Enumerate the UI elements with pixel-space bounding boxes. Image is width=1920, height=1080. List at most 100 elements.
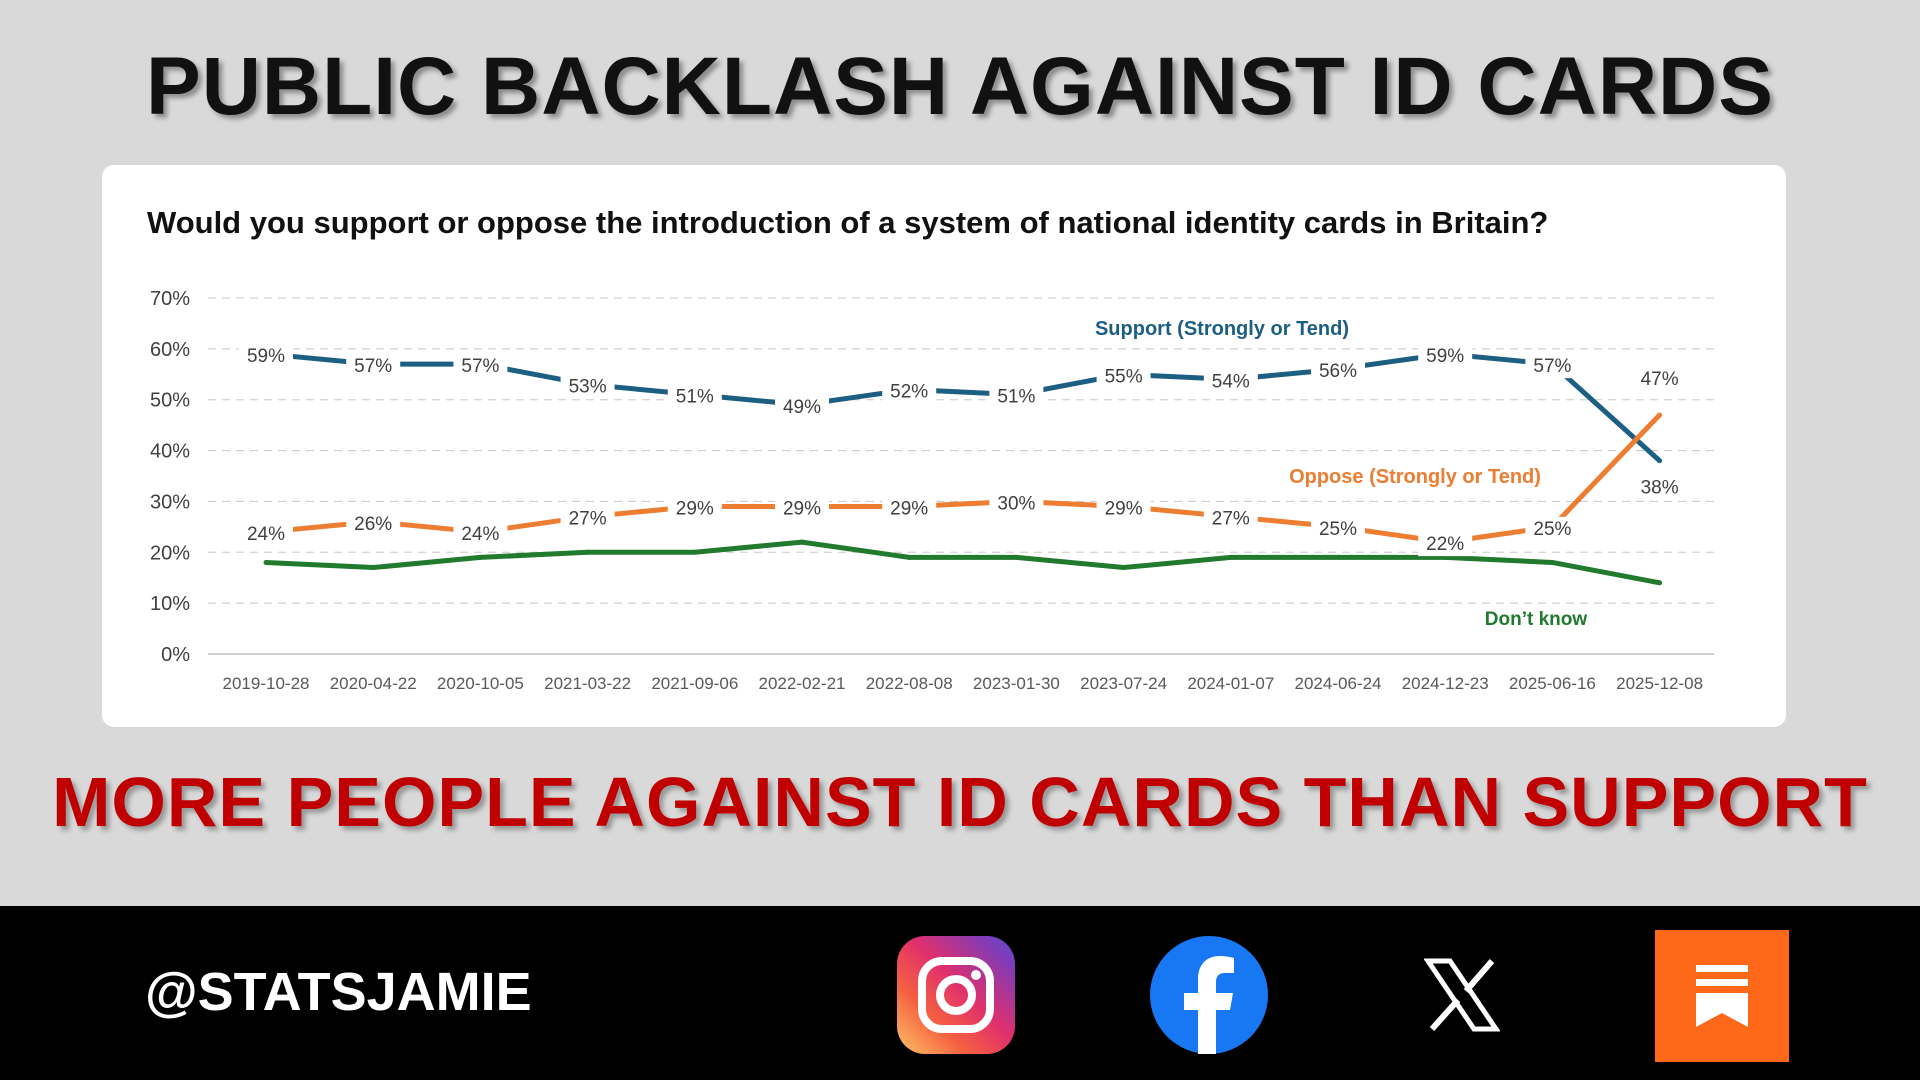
subheadline: MORE PEOPLE AGAINST ID CARDS THAN SUPPOR… bbox=[52, 763, 1868, 841]
data-label-bg bbox=[882, 496, 937, 521]
oppose-data-label: 25% bbox=[1533, 519, 1571, 540]
chart-card: Would you support or oppose the introduc… bbox=[102, 165, 1786, 727]
data-label-bg bbox=[453, 521, 508, 546]
line-chart: 0% 10% 20% 30% 40% 50% 60% 70% 2019-10-28 2020-04… bbox=[150, 288, 1714, 693]
substack-icon[interactable] bbox=[1655, 930, 1789, 1062]
support-data-label: 49% bbox=[783, 397, 821, 418]
support-data-label: 56% bbox=[1319, 361, 1357, 382]
instagram-icon[interactable] bbox=[897, 936, 1015, 1054]
oppose-data-label: 30% bbox=[997, 493, 1035, 514]
headline: PUBLIC BACKLASH AGAINST ID CARDS bbox=[146, 41, 1774, 132]
x-tick-label: 2019-10-28 bbox=[223, 674, 310, 693]
data-label-bg bbox=[989, 384, 1044, 409]
data-label-bg bbox=[1418, 343, 1473, 368]
support-data-label: 59% bbox=[247, 346, 285, 367]
support-data-label: 51% bbox=[676, 387, 714, 408]
oppose-data-label: 24% bbox=[461, 524, 499, 545]
data-label-bg bbox=[775, 496, 829, 521]
support-data-label: 57% bbox=[1533, 356, 1571, 377]
y-tick-label: 50% bbox=[150, 390, 190, 412]
oppose-data-label: 29% bbox=[890, 499, 928, 520]
x-tick-label: 2020-10-05 bbox=[437, 674, 524, 693]
support-data-label: 59% bbox=[1426, 346, 1464, 367]
facebook-icon[interactable] bbox=[1150, 936, 1268, 1054]
oppose-data-label: 47% bbox=[1641, 369, 1679, 390]
x-tick-label: 2021-09-06 bbox=[651, 674, 738, 693]
data-label-bg bbox=[453, 354, 508, 379]
y-tick-label: 30% bbox=[150, 491, 190, 513]
oppose-data-label: 29% bbox=[783, 499, 821, 520]
data-label-bg bbox=[989, 491, 1044, 516]
data-point bbox=[1657, 412, 1663, 418]
support-data-label: 54% bbox=[1212, 371, 1250, 392]
y-tick-label: 60% bbox=[150, 339, 190, 361]
x-tick-label: 2025-06-16 bbox=[1509, 674, 1596, 693]
data-label-bg bbox=[1632, 366, 1687, 391]
social-handle: @STATSJAMIE bbox=[145, 962, 532, 1022]
oppose-data-label: 29% bbox=[676, 499, 714, 520]
data-label-bg bbox=[1418, 532, 1473, 557]
data-label-bg bbox=[667, 384, 722, 409]
data-label-bg bbox=[560, 506, 615, 531]
y-tick-label: 20% bbox=[150, 542, 190, 564]
oppose-series-label: Oppose (Strongly or Tend) bbox=[1289, 466, 1541, 488]
data-point bbox=[1335, 554, 1341, 560]
x-tick-label: 2025-12-08 bbox=[1616, 674, 1703, 693]
data-label-bg bbox=[1311, 359, 1365, 384]
oppose-data-label: 27% bbox=[1212, 509, 1250, 530]
dont-know-series-label: Don’t know bbox=[1485, 609, 1588, 630]
chart-title: Would you support or oppose the introduc… bbox=[147, 205, 1549, 240]
x-tick-label: 2022-08-08 bbox=[866, 674, 953, 693]
data-point bbox=[1657, 580, 1663, 586]
x-tick-label: 2020-04-22 bbox=[330, 674, 417, 693]
data-label-bg bbox=[882, 379, 937, 404]
data-point bbox=[1442, 554, 1448, 560]
support-data-label: 52% bbox=[890, 382, 928, 403]
data-point bbox=[1013, 554, 1019, 560]
data-point bbox=[692, 549, 698, 555]
y-tick-label: 40% bbox=[150, 441, 190, 463]
x-icon[interactable] bbox=[1403, 936, 1521, 1054]
y-tick-label: 70% bbox=[150, 288, 190, 310]
x-tick-label: 2022-02-21 bbox=[759, 674, 846, 693]
data-point bbox=[370, 565, 376, 571]
data-point bbox=[1121, 565, 1127, 571]
data-point bbox=[585, 549, 591, 555]
data-label-bg bbox=[239, 521, 293, 546]
oppose-data-label: 25% bbox=[1319, 519, 1357, 540]
data-label-bg bbox=[1096, 496, 1151, 521]
support-series-label: Support (Strongly or Tend) bbox=[1095, 318, 1349, 340]
dont-know-line bbox=[265, 539, 1661, 586]
support-data-label: 57% bbox=[354, 356, 392, 377]
x-tick-label: 2023-01-30 bbox=[973, 674, 1060, 693]
x-tick-label: 2021-03-22 bbox=[544, 674, 631, 693]
data-point bbox=[1657, 458, 1663, 464]
x-tick-label: 2024-12-23 bbox=[1402, 674, 1489, 693]
data-label-bg bbox=[667, 496, 722, 521]
data-point bbox=[1228, 554, 1234, 560]
oppose-data-label: 22% bbox=[1426, 534, 1464, 555]
data-label-bg bbox=[775, 394, 829, 419]
footer-bar: @STATSJAMIE bbox=[0, 906, 1920, 1080]
data-label-bg bbox=[346, 354, 401, 379]
data-point bbox=[906, 554, 912, 560]
x-tick-label: 2023-07-24 bbox=[1080, 674, 1167, 693]
data-label-bg bbox=[1525, 516, 1580, 541]
data-label-bg bbox=[1311, 516, 1365, 541]
data-label-bg bbox=[346, 511, 401, 536]
data-point bbox=[263, 559, 269, 565]
data-point bbox=[1549, 559, 1555, 565]
data-point bbox=[799, 539, 805, 545]
x-tick-label: 2024-01-07 bbox=[1187, 674, 1274, 693]
oppose-data-label: 26% bbox=[354, 514, 392, 535]
data-label-bg bbox=[239, 343, 293, 368]
y-tick-label: 10% bbox=[150, 593, 190, 615]
data-label-bg bbox=[1632, 475, 1687, 500]
data-label-bg bbox=[560, 374, 615, 399]
data-label-bg bbox=[1203, 369, 1258, 394]
data-label-bg bbox=[1096, 364, 1151, 389]
data-point bbox=[477, 554, 483, 560]
support-data-label: 53% bbox=[569, 376, 607, 397]
oppose-data-label: 27% bbox=[569, 509, 607, 530]
oppose-data-label: 29% bbox=[1105, 499, 1143, 520]
